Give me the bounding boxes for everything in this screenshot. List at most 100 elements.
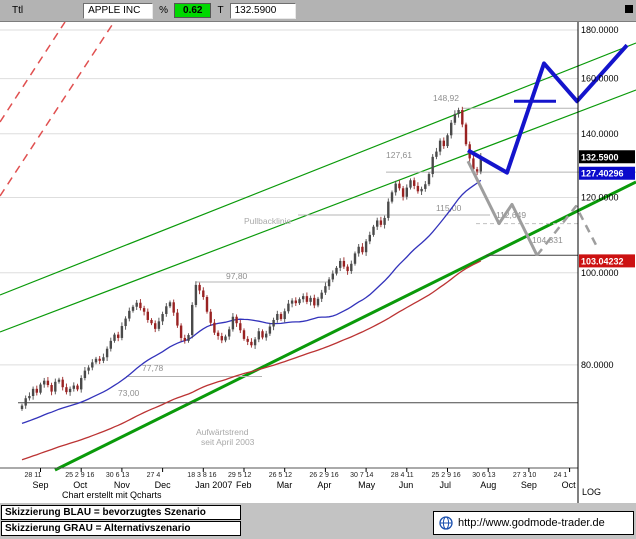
candle-body <box>28 396 31 399</box>
candle-body <box>117 334 120 338</box>
website-box[interactable]: http://www.godmode-trader.de <box>433 511 634 535</box>
candle-body <box>128 310 131 319</box>
percent-label: % <box>159 5 169 16</box>
candle-body <box>316 298 320 306</box>
log-scale-label: LOG <box>582 487 601 497</box>
x-month-label: Feb <box>236 480 252 490</box>
candle-body <box>179 325 183 338</box>
legend-blue-text: Skizzierung BLAU = bevorzugtes Szenario <box>5 507 206 518</box>
candle-body <box>376 220 379 227</box>
x-month-label: Nov <box>114 480 131 490</box>
y-tick-label: 140.0000 <box>581 129 619 139</box>
x-day-labels: 27 4 <box>147 472 161 479</box>
candle-body <box>68 388 72 393</box>
candle-body <box>209 311 212 323</box>
candle-body <box>327 279 331 287</box>
x-month-label: Jan 2007 <box>195 480 232 490</box>
candle-body <box>320 292 323 299</box>
candle-body <box>194 284 198 305</box>
symbol-field[interactable]: APPLE INC <box>83 2 154 19</box>
price-badge-label: 127.40296 <box>581 169 624 179</box>
percent-change-value: 0.62 <box>174 3 212 18</box>
candle-body <box>287 303 290 312</box>
level-label: 73,00 <box>118 388 140 398</box>
candle-body <box>39 384 42 393</box>
price-badge <box>579 150 635 164</box>
x-month-label: Jun <box>399 480 414 490</box>
candle-body <box>453 113 457 123</box>
candle-body <box>261 331 264 338</box>
candle-body <box>198 284 201 291</box>
candle-body <box>31 388 35 397</box>
chart-annotation: Pullbacklinie <box>244 216 292 226</box>
candle-body <box>168 302 172 307</box>
candle-body <box>94 358 98 363</box>
chart-layers: 148,92 127,61 115,00 112,649 104,331 97,80 77,… <box>0 0 636 503</box>
x-month-label: Mar <box>277 480 293 490</box>
candle-body <box>420 188 423 192</box>
chart-annotation: seit April 2003 <box>201 437 255 447</box>
level-label: 127,61 <box>386 150 412 160</box>
candle-body <box>265 333 268 338</box>
candle-body <box>24 398 27 406</box>
level-label: 112,649 <box>496 210 526 220</box>
trend-line <box>54 180 636 472</box>
chart-credit: Chart erstellt mit Qcharts <box>62 490 162 500</box>
y-tick-label: 100.0000 <box>581 268 619 278</box>
candle-body <box>228 329 231 337</box>
candle-body <box>35 388 38 393</box>
candle-body <box>213 322 216 333</box>
candle-body <box>431 156 434 175</box>
candle-body <box>72 385 75 389</box>
candle-body <box>405 187 408 197</box>
gray-scenario-line <box>466 160 539 256</box>
ma-slow-line <box>21 260 482 461</box>
candle-body <box>290 300 294 304</box>
chart-annotation: Aufwärtstrend <box>196 427 249 437</box>
candle-body <box>239 323 242 331</box>
x-month-label: Sep <box>33 480 49 490</box>
y-tick-label: 160.0000 <box>581 74 619 84</box>
candle-body <box>139 302 142 309</box>
candle-body <box>202 290 205 298</box>
candle-body <box>350 263 353 272</box>
x-month-label: Sep <box>521 480 537 490</box>
candle-body <box>446 135 449 147</box>
x-month-label: Oct <box>562 480 577 490</box>
price-badge-label: 132.5900 <box>581 152 619 162</box>
corner-box[interactable] <box>625 5 633 13</box>
candle-body <box>461 110 464 125</box>
candle-body <box>401 188 405 197</box>
candle-body <box>216 332 220 337</box>
candle-body <box>342 260 346 267</box>
candle-body <box>146 311 149 320</box>
candle-body <box>416 185 420 192</box>
x-month-label: May <box>358 480 376 490</box>
candle-body <box>231 316 235 330</box>
candle-body <box>464 124 468 145</box>
candle-body <box>457 110 460 114</box>
candle-body <box>353 253 357 264</box>
x-day-labels: 24 1 <box>554 472 568 479</box>
candle-body <box>346 266 349 272</box>
globe-icon <box>439 516 453 530</box>
toolbar: Ttl APPLE INC % 0.62 T 132.5900 <box>0 0 636 22</box>
x-day-labels: 28 11 <box>25 472 42 479</box>
candle-body <box>368 234 371 242</box>
candle-body <box>283 311 286 320</box>
last-price-field: 132.5900 <box>229 2 296 19</box>
y-tick-label: 180.0000 <box>581 25 619 35</box>
candle-body <box>372 226 375 235</box>
candle-body <box>339 260 342 268</box>
x-month-label: Aug <box>480 480 496 490</box>
x-day-labels: 30 6 13 <box>106 472 129 479</box>
trend-line <box>0 89 636 333</box>
x-day-labels: 26 5 12 <box>269 472 292 479</box>
level-label: 104,331 <box>532 235 563 245</box>
candle-body <box>324 286 327 293</box>
x-day-labels: 25 2 9 16 <box>432 472 461 479</box>
website-link[interactable]: http://www.godmode-trader.de <box>458 517 605 529</box>
candle-body <box>246 338 249 342</box>
